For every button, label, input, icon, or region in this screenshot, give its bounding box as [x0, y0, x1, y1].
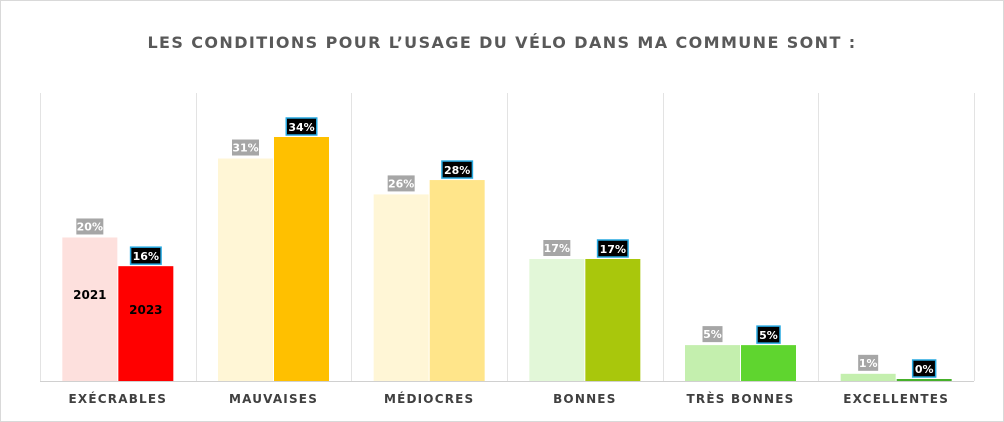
- data-label-2023: 34%: [288, 121, 314, 134]
- data-label-2021: 20%: [77, 220, 103, 233]
- data-label-2021: 31%: [232, 142, 258, 155]
- data-label-2021: 26%: [388, 177, 414, 190]
- bar-2021: [373, 194, 429, 381]
- data-label-2023-bg: [129, 246, 162, 265]
- category-label: EXCELLENTES: [843, 392, 949, 406]
- data-label-2021-bg: [543, 240, 571, 256]
- data-label-2021: 1%: [859, 357, 878, 370]
- data-label-2023-bg: [756, 325, 781, 344]
- category-label: MÉDIOCRES: [384, 391, 474, 406]
- bar-2021: [62, 237, 118, 381]
- data-label-2023: 28%: [444, 164, 470, 177]
- bar-2021: [685, 345, 740, 381]
- bar-2021: [529, 259, 585, 381]
- series-name-2021: 2021: [73, 288, 106, 302]
- data-label-2023-bg: [285, 117, 318, 136]
- data-label-2023: 0%: [915, 363, 934, 376]
- data-label-2023: 17%: [600, 243, 626, 256]
- bar-2021: [840, 373, 896, 381]
- data-label-2021-bg: [858, 354, 879, 371]
- data-label-2021: 17%: [544, 242, 570, 255]
- bar-2023: [118, 266, 174, 381]
- bar-2021: [218, 158, 273, 381]
- category-label: BONNES: [553, 392, 616, 406]
- data-label-2021: 5%: [703, 328, 722, 341]
- category-label: EXÉCRABLES: [69, 391, 168, 406]
- data-label-2023-bg: [441, 160, 474, 179]
- data-label-2021-bg: [232, 139, 259, 156]
- data-label-2023-bg: [596, 239, 629, 258]
- chart-title: LES CONDITIONS POUR L’USAGE DU VÉLO DANS…: [147, 33, 857, 52]
- category-label: MAUVAISES: [229, 392, 318, 406]
- data-label-2021-bg: [702, 326, 723, 343]
- data-label-2021-bg: [76, 218, 104, 235]
- bar-2023: [741, 345, 796, 381]
- data-label-2023-bg: [911, 359, 937, 378]
- data-label-2023: 16%: [133, 250, 159, 263]
- bar-2023: [585, 259, 641, 381]
- series-name-2023: 2023: [129, 303, 162, 317]
- bar-2023: [429, 180, 485, 381]
- data-label-2023: 5%: [759, 329, 778, 342]
- category-label: TRÈS BONNES: [687, 391, 795, 406]
- bar-2023: [896, 379, 952, 381]
- data-label-2021-bg: [387, 175, 415, 192]
- bar-2023: [274, 137, 329, 381]
